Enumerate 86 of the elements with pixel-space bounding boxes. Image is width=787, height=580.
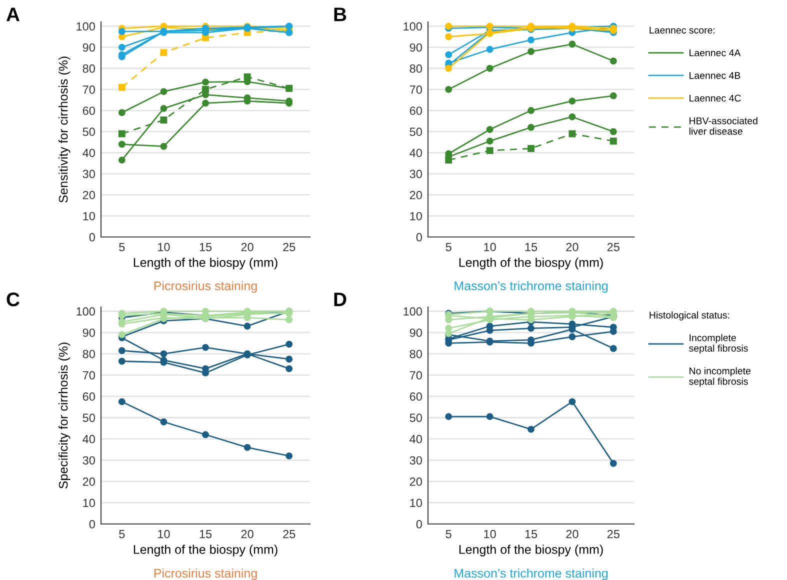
x-tick-label: 5 <box>119 530 125 538</box>
x-tick-label: 25 <box>283 242 296 252</box>
x-tick-label: 5 <box>119 242 125 252</box>
legend-label: Laennec 4C <box>690 94 741 102</box>
text: Masson’s trichrome staining <box>454 568 608 580</box>
y-tick-label: 30 <box>410 456 422 465</box>
y-tick-label: 100 <box>76 22 95 31</box>
x-tick-label: 20 <box>241 242 254 252</box>
x-axis-title: Length of the biospy (mm) <box>134 544 278 556</box>
y-tick-label: 20 <box>410 190 422 200</box>
x-tick-label: 15 <box>200 242 212 252</box>
legend-label: HBV-associated liver disease <box>689 117 758 135</box>
x-tick-label: 20 <box>241 530 254 538</box>
y-tick-label: 70 <box>410 85 422 94</box>
x-tick-label: 5 <box>446 242 452 252</box>
y-tick-label: 90 <box>82 328 95 337</box>
x-tick-label: 15 <box>525 242 538 252</box>
y-tick-label: 0 <box>416 233 422 242</box>
y-tick-label: 0 <box>89 233 95 242</box>
x-tick-label: 25 <box>607 242 620 252</box>
y-tick-label: 80 <box>82 64 95 73</box>
y-tick-label: 50 <box>82 128 95 136</box>
y-tick-label: 40 <box>410 148 422 158</box>
legend-label: Laennec 4A <box>690 49 741 56</box>
x-tick-label: 10 <box>158 242 170 252</box>
y-tick-label: 60 <box>82 106 95 115</box>
x-tick-label: 5 <box>446 530 452 538</box>
y-tick-label: 50 <box>410 414 422 422</box>
legend-label: Incomplete septal fibrosis <box>689 334 748 354</box>
x-tick-label: 15 <box>200 530 212 538</box>
y-tick-label: 10 <box>410 498 422 508</box>
y-tick-label: 80 <box>410 64 422 73</box>
y-tick-label: 40 <box>82 434 95 444</box>
y-tick-label: 90 <box>410 328 422 337</box>
y-tick-label: 70 <box>82 371 95 380</box>
y-tick-label: 90 <box>410 43 422 52</box>
y-tick-label: 10 <box>83 498 95 508</box>
x-tick-label: 15 <box>525 530 538 538</box>
y-tick-label: 30 <box>82 456 95 465</box>
x-tick-label: 25 <box>283 530 296 538</box>
text: A <box>6 8 20 22</box>
legend-label: Laennec 4B <box>690 72 740 79</box>
y-tick-label: 50 <box>82 414 95 422</box>
legend-title: Histological status: <box>650 311 730 320</box>
text: B <box>334 8 346 22</box>
y-tick-label: 30 <box>410 170 422 178</box>
x-axis-title: Length of the biospy (mm) <box>459 258 603 270</box>
text: Masson’s trichrome staining <box>454 281 608 293</box>
y-tick-label: 50 <box>410 128 422 136</box>
legend-title: Laennec score: <box>650 26 715 34</box>
text: D <box>334 292 346 306</box>
y-tick-label: 10 <box>410 212 422 220</box>
y-tick-label: 100 <box>404 22 422 31</box>
y-tick-label: 40 <box>410 434 422 444</box>
x-tick-label: 10 <box>484 530 496 538</box>
text: C <box>6 292 20 306</box>
y-tick-label: 100 <box>76 307 95 316</box>
y-tick-label: 60 <box>410 106 422 115</box>
text: Picrosirius staining <box>154 281 257 293</box>
y-tick-label: 80 <box>410 350 422 358</box>
text: Picrosirius staining <box>154 568 257 580</box>
y-tick-label: 20 <box>82 477 95 486</box>
y-tick-label: 40 <box>82 148 95 158</box>
y-axis-title: Sensitivity for cirrhosis (%) <box>58 56 70 203</box>
y-tick-label: 70 <box>410 371 422 380</box>
y-tick-label: 0 <box>89 520 95 528</box>
y-axis-title: Specificity for cirrhosis (%) <box>58 342 70 489</box>
y-tick-label: 80 <box>82 350 95 358</box>
y-tick-label: 30 <box>82 170 95 178</box>
y-tick-label: 60 <box>410 392 422 401</box>
x-tick-label: 20 <box>566 530 578 538</box>
x-tick-label: 10 <box>484 242 496 252</box>
x-axis-title: Length of the biospy (mm) <box>459 544 603 556</box>
y-tick-label: 70 <box>82 85 95 94</box>
x-tick-label: 10 <box>158 530 170 538</box>
y-tick-label: 0 <box>416 520 422 528</box>
y-tick-label: 20 <box>82 190 95 200</box>
y-tick-label: 60 <box>82 392 95 401</box>
y-tick-label: 10 <box>83 212 95 220</box>
y-tick-label: 20 <box>410 477 422 486</box>
x-axis-title: Length of the biospy (mm) <box>134 258 278 270</box>
y-tick-label: 90 <box>82 43 95 52</box>
x-tick-label: 20 <box>566 242 578 252</box>
legend-label: No incomplete septal fibrosis <box>689 367 751 387</box>
x-tick-label: 25 <box>607 530 620 538</box>
y-tick-label: 100 <box>404 307 422 316</box>
